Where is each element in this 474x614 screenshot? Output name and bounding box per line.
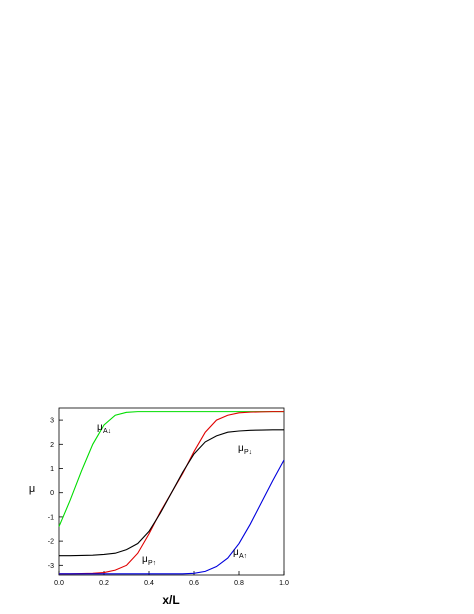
line [58, 411, 284, 527]
y-tick-label: 0 [50, 490, 54, 497]
x-tick-label: 0.6 [189, 580, 199, 587]
line [59, 459, 285, 575]
curve-label-subscript: A↑ [239, 553, 247, 560]
curve-label-subscript: P↑ [148, 560, 156, 567]
x-tick-label: 0.0 [54, 580, 64, 587]
plot-frame [58, 407, 285, 576]
y-tick-label: -1 [48, 514, 54, 521]
y-tick-label: 2 [50, 442, 54, 449]
x-tick-label: 0.2 [99, 580, 109, 587]
x-axis-label: x/L [162, 593, 179, 607]
curve-label-symbol: μ [238, 443, 244, 454]
y-tick-label: -3 [48, 563, 54, 570]
curve-label-subscript: A↓ [103, 428, 111, 435]
curve-label-subscript: P↓ [244, 449, 252, 456]
y-axis-label: μ [29, 483, 35, 495]
curve-label: μ A↓ [97, 422, 111, 435]
line [59, 429, 284, 557]
x-tick-label: 0.4 [144, 580, 154, 587]
y-tick-label: -2 [48, 539, 54, 546]
y-tick-label: 3 [50, 418, 54, 425]
curve-label-symbol: μ [142, 554, 148, 565]
x-tick-label: 0.8 [234, 580, 244, 587]
curve-label-symbol: μ [233, 547, 239, 558]
x-tick-label: 1.0 [279, 580, 289, 587]
curve-label: μ P↓ [238, 443, 252, 456]
curve-label: μ P↑ [142, 554, 156, 567]
curve-label-symbol: μ [97, 422, 103, 433]
y-tick-label: 1 [50, 466, 54, 473]
curve-label: μ A↑ [233, 547, 247, 560]
